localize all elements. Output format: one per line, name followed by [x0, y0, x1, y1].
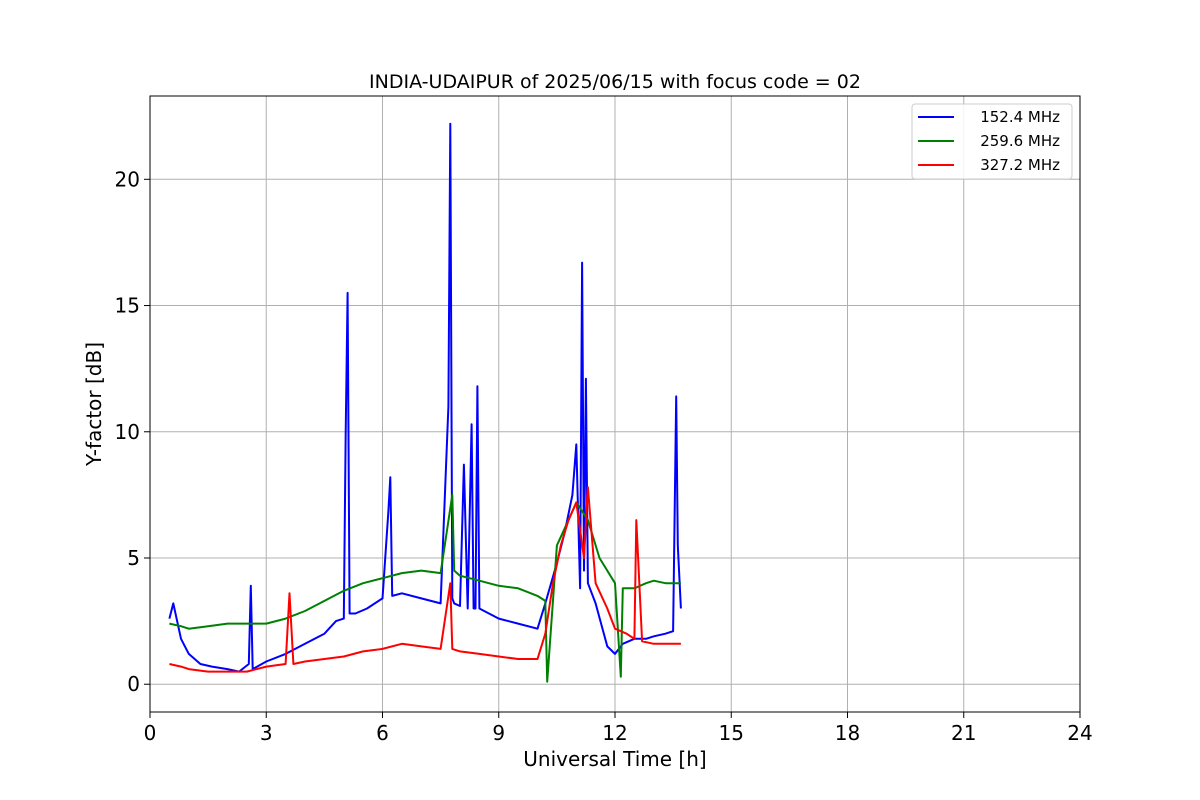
- legend-label-3: 327.2 MHz: [980, 156, 1060, 174]
- y-tick-label: 15: [115, 294, 140, 318]
- x-axis-label: Universal Time [h]: [523, 747, 706, 771]
- chart-title: INDIA-UDAIPUR of 2025/06/15 with focus c…: [369, 71, 861, 93]
- x-tick-label: 24: [1067, 721, 1092, 745]
- x-tick-label: 9: [492, 721, 505, 745]
- y-axis: 0 5 10 15 20: [115, 167, 150, 696]
- y-tick-label: 0: [127, 672, 140, 696]
- x-tick-label: 6: [376, 721, 389, 745]
- series-line-2: [169, 493, 681, 683]
- legend-label-2: 259.6 MHz: [980, 132, 1060, 150]
- x-tick-label: 12: [602, 721, 627, 745]
- series-line-3: [169, 486, 681, 673]
- x-tick-label: 21: [951, 721, 976, 745]
- legend: 152.4 MHz 259.6 MHz 327.2 MHz: [911, 103, 1073, 180]
- legend-box: [911, 103, 1073, 180]
- x-tick-label: 0: [144, 721, 157, 745]
- y-tick-label: 5: [127, 546, 140, 570]
- x-tick-label: 3: [260, 721, 273, 745]
- series-line-1: [168, 122, 682, 673]
- legend-label-1: 152.4 MHz: [980, 108, 1060, 126]
- y-tick-label: 20: [115, 167, 140, 191]
- series-layer: [168, 122, 682, 683]
- y-axis-label: Y-factor [dB]: [82, 342, 106, 467]
- y-tick-label: 10: [115, 420, 140, 444]
- x-tick-label: 18: [835, 721, 860, 745]
- x-tick-label: 15: [719, 721, 744, 745]
- x-axis: 0 3 6 9 12 15 18 21 24: [144, 712, 1093, 745]
